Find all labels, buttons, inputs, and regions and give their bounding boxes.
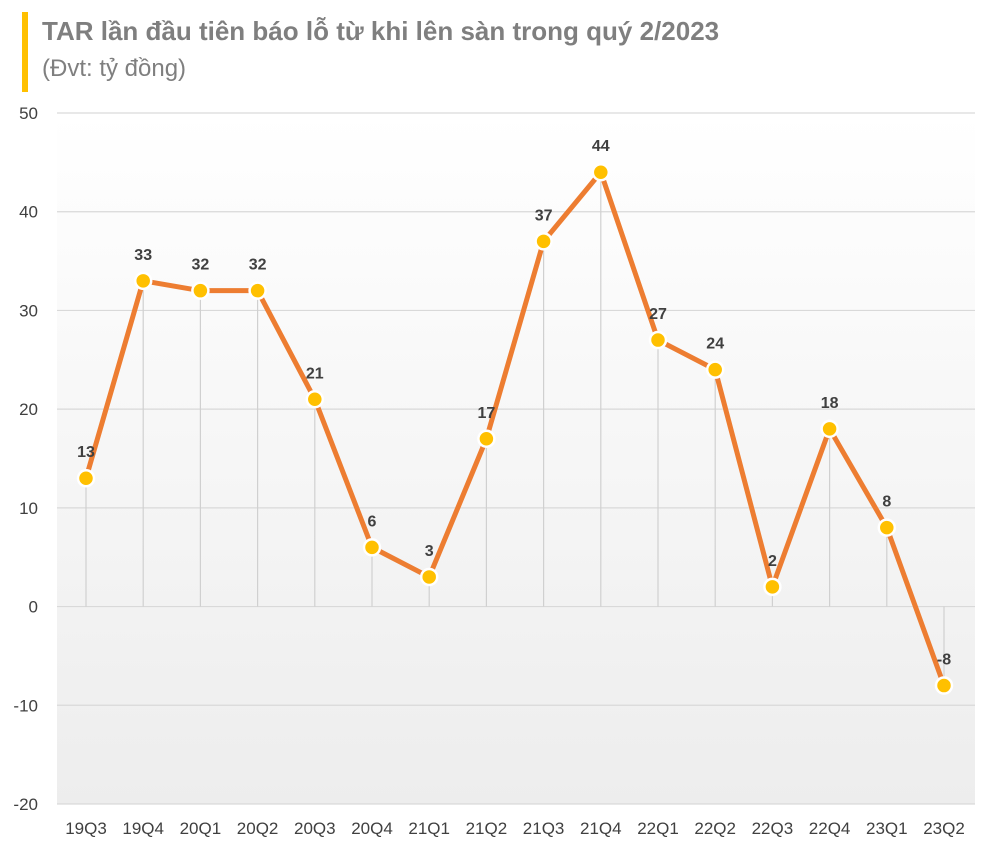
y-tick-label: 0 — [29, 598, 38, 617]
data-point — [362, 538, 382, 557]
y-tick-label: 10 — [19, 499, 38, 518]
data-point — [534, 232, 553, 251]
data-point — [419, 567, 439, 587]
x-tick-label: 19Q3 — [65, 819, 107, 838]
data-label: 2 — [768, 553, 777, 570]
data-label: 3 — [425, 543, 434, 560]
title-accent-bar — [22, 12, 28, 92]
x-tick-label: 22Q3 — [752, 819, 794, 838]
data-label: 44 — [592, 138, 610, 155]
data-point — [133, 271, 153, 291]
data-label: 24 — [706, 336, 724, 353]
x-tick-label: 19Q4 — [122, 819, 164, 838]
data-label: 17 — [478, 405, 496, 422]
data-label: 21 — [306, 365, 324, 382]
data-point — [591, 162, 611, 182]
data-point — [648, 330, 668, 350]
x-tick-label: 21Q3 — [523, 819, 565, 838]
x-tick-label: 21Q1 — [408, 819, 450, 838]
x-tick-label: 22Q1 — [637, 819, 679, 838]
data-label: 8 — [882, 494, 891, 511]
x-tick-label: 20Q1 — [180, 819, 222, 838]
x-tick-label: 20Q3 — [294, 819, 336, 838]
x-tick-label: 20Q2 — [237, 819, 279, 838]
chart-subtitle: (Đvt: tỷ đồng) — [42, 55, 187, 82]
x-tick-label: 21Q2 — [466, 819, 508, 838]
data-label: 27 — [649, 306, 667, 323]
data-label: 33 — [134, 247, 152, 264]
data-label: 32 — [192, 257, 210, 274]
y-tick-label: -10 — [13, 696, 38, 715]
data-label: -8 — [937, 652, 951, 669]
y-tick-label: -20 — [13, 795, 38, 814]
y-tick-label: 30 — [19, 301, 38, 320]
data-point — [934, 676, 954, 695]
data-point — [877, 518, 897, 537]
data-point — [305, 390, 325, 409]
data-label: 37 — [535, 207, 553, 224]
x-tick-label: 22Q2 — [694, 819, 736, 838]
data-point — [820, 419, 839, 439]
chart-title: TAR lần đầu tiên báo lỗ từ khi lên sàn t… — [42, 16, 720, 46]
x-tick-label: 23Q2 — [923, 819, 965, 838]
x-tick-label: 22Q4 — [809, 819, 851, 838]
data-point — [705, 360, 725, 379]
data-point — [191, 281, 210, 300]
data-label: 18 — [821, 395, 839, 412]
y-tick-label: 40 — [19, 203, 38, 222]
data-point — [76, 468, 96, 488]
data-label: 6 — [368, 513, 377, 530]
data-label: 13 — [77, 444, 95, 461]
x-tick-label: 20Q4 — [351, 819, 393, 838]
x-tick-label: 23Q1 — [866, 819, 908, 838]
data-point — [248, 281, 267, 300]
plot-area — [57, 113, 975, 804]
data-label: 32 — [249, 257, 267, 274]
data-point — [477, 429, 496, 449]
data-point — [763, 577, 782, 597]
y-tick-label: 20 — [19, 400, 38, 419]
series-line — [83, 169, 947, 689]
x-tick-label: 21Q4 — [580, 819, 622, 838]
y-tick-label: 50 — [19, 104, 38, 123]
